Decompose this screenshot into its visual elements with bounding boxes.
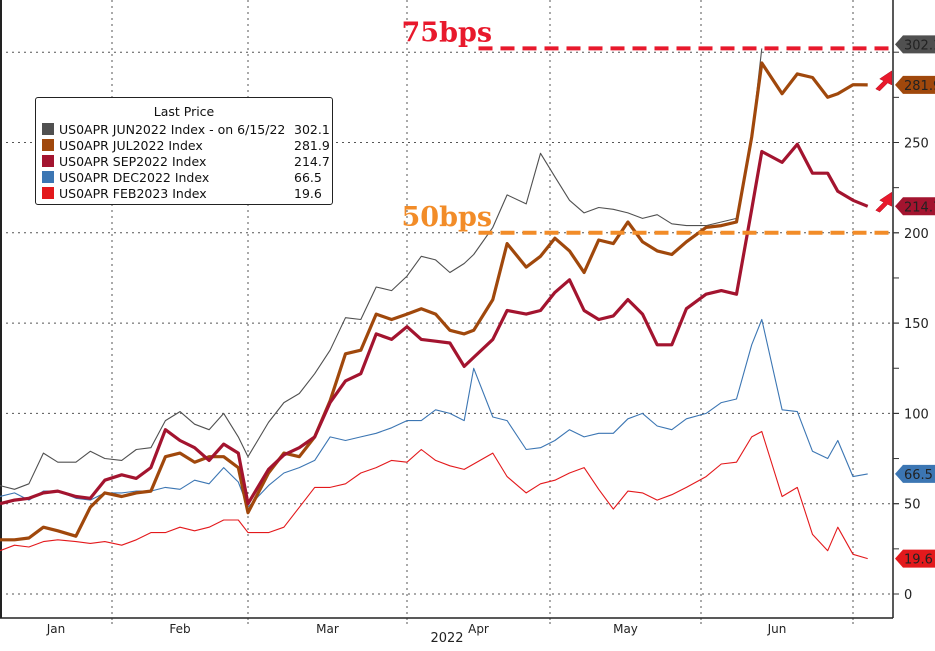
legend-item: US0APR SEP2022 Index 214.7 bbox=[36, 153, 332, 169]
legend-item: US0APR JUN2022 Index - on 6/15/22 302.1 bbox=[36, 121, 332, 137]
legend-value: 302.1 bbox=[294, 121, 330, 137]
last-price-tags: 302.1 281.9 214.7 66.5 19.6 bbox=[895, 35, 935, 568]
y-tick-label: 50 bbox=[904, 498, 921, 513]
x-tick-label: Jun bbox=[767, 622, 787, 636]
y-tick-label: 250 bbox=[904, 137, 929, 152]
last-price-value: 302.1 bbox=[904, 38, 935, 53]
legend-swatch bbox=[42, 187, 54, 199]
annotation-label: 50bps bbox=[402, 202, 493, 233]
last-price-value: 19.6 bbox=[904, 553, 933, 568]
legend: Last Price US0APR JUN2022 Index - on 6/1… bbox=[35, 97, 333, 205]
legend-value: 281.9 bbox=[294, 137, 330, 153]
series-line bbox=[0, 142, 869, 506]
legend-item: US0APR DEC2022 Index 66.5 bbox=[36, 169, 332, 185]
last-price-value: 214.7 bbox=[904, 200, 935, 215]
y-tick-label: 100 bbox=[904, 407, 929, 422]
series-lines bbox=[0, 48, 869, 560]
annotation-label: 75bps bbox=[402, 17, 493, 48]
x-tick-label: May bbox=[613, 622, 638, 636]
last-price-value: 66.5 bbox=[904, 468, 933, 483]
y-tick-label: 200 bbox=[904, 227, 929, 242]
legend-label: US0APR SEP2022 Index bbox=[59, 153, 207, 169]
last-price-tag bbox=[895, 549, 935, 568]
y-tick-label: 150 bbox=[904, 317, 929, 332]
last-price-tag bbox=[895, 75, 935, 94]
last-price-value: 281.9 bbox=[904, 79, 935, 94]
x-axis-label: 2022 bbox=[430, 631, 463, 646]
annotations: 75bps 50bps bbox=[402, 17, 893, 235]
legend-item: US0APR FEB2023 Index 19.6 bbox=[36, 185, 332, 201]
x-tick-label: Feb bbox=[169, 622, 190, 636]
last-price-tag bbox=[895, 464, 935, 483]
legend-label: US0APR JUL2022 Index bbox=[59, 137, 203, 153]
legend-label: US0APR FEB2023 Index bbox=[59, 185, 207, 201]
x-tick-label: Jan bbox=[46, 622, 66, 636]
arrow-up-right-icon bbox=[875, 70, 892, 92]
last-price-tag bbox=[895, 197, 935, 216]
legend-value: 19.6 bbox=[294, 185, 322, 201]
legend-swatch bbox=[42, 123, 54, 135]
y-tick-label: 0 bbox=[904, 588, 912, 603]
x-tick-label: Mar bbox=[316, 622, 339, 636]
legend-label: US0APR DEC2022 Index bbox=[59, 169, 210, 185]
series-line bbox=[0, 48, 763, 490]
legend-swatch bbox=[42, 155, 54, 167]
legend-title: Last Price bbox=[153, 104, 215, 119]
legend-value: 214.7 bbox=[294, 153, 330, 169]
legend-label: US0APR JUN2022 Index - on 6/15/22 bbox=[59, 121, 286, 137]
axes: 0 50 100 150 200 250 Jan Feb Mar Apr May Jun bbox=[0, 0, 929, 636]
legend-item: US0APR JUL2022 Index 281.9 bbox=[36, 137, 332, 153]
last-price-tag bbox=[895, 35, 935, 54]
legend-swatch bbox=[42, 171, 54, 183]
series-line bbox=[0, 430, 868, 560]
x-tick-label: Apr bbox=[468, 622, 489, 636]
legend-swatch bbox=[42, 139, 54, 151]
arrow-up-right-icon bbox=[875, 191, 892, 213]
series-line bbox=[0, 61, 868, 542]
legend-value: 66.5 bbox=[294, 169, 322, 185]
